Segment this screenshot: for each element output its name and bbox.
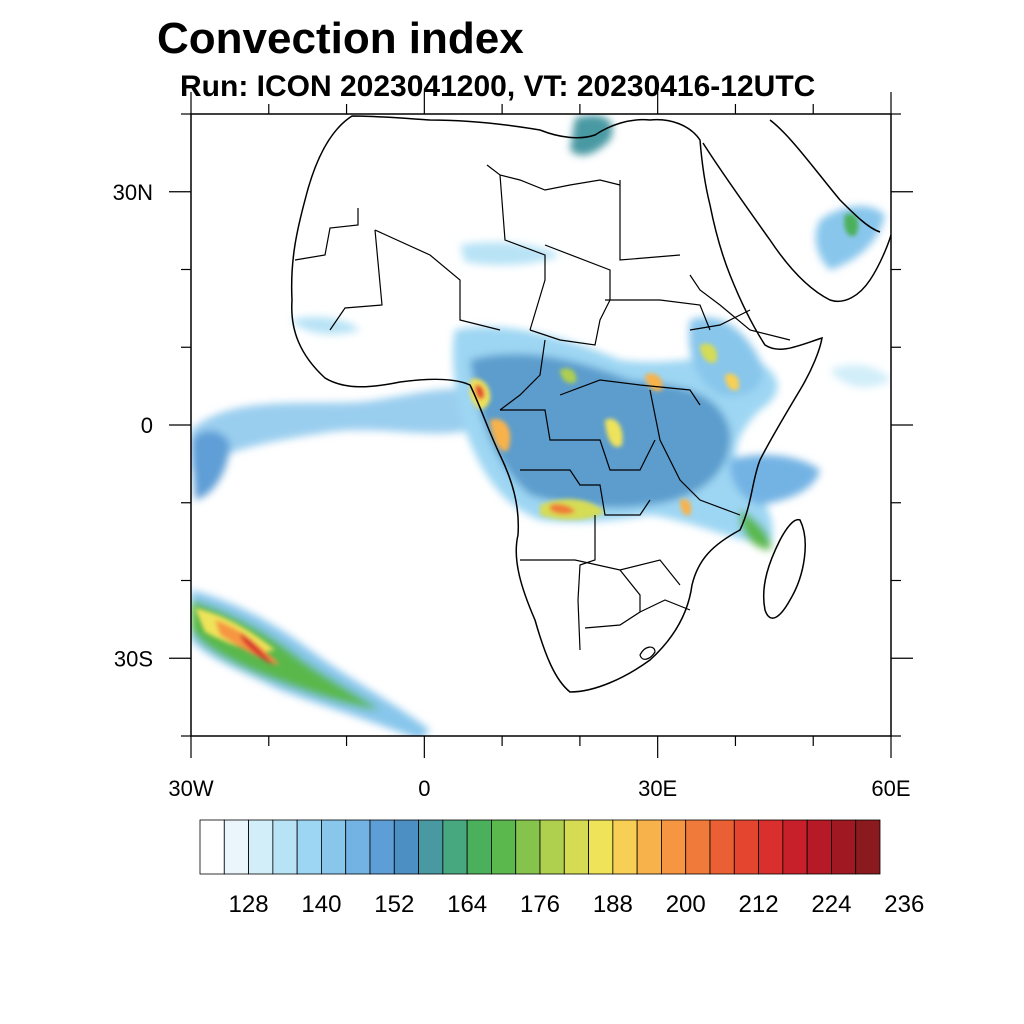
colorbar-label: 128 <box>229 891 269 918</box>
colorbar-swatch <box>248 819 274 875</box>
lon-tick-label: 30E <box>638 776 677 801</box>
colorbar-label: 176 <box>520 891 560 918</box>
colorbar-swatch <box>321 819 347 875</box>
axis-ticks <box>169 92 913 758</box>
colorbar-swatch <box>418 819 444 875</box>
colorbar-swatch <box>806 819 832 875</box>
colorbar-swatch <box>733 819 759 875</box>
country-borders <box>294 164 791 660</box>
axis-labels: 30W 0 30E 60E 30N 0 30S <box>113 180 911 801</box>
colorbar-swatch <box>272 819 298 875</box>
colorbar-swatch <box>515 819 541 875</box>
colorbar-swatch <box>612 819 638 875</box>
colorbar-label: 200 <box>666 891 706 918</box>
lon-tick-label: 30W <box>168 776 213 801</box>
coastlines <box>290 115 891 693</box>
lat-tick-label: 30S <box>114 646 153 671</box>
colorbar-swatch <box>369 819 395 875</box>
colorbar-swatch <box>685 819 711 875</box>
colorbar-label: 212 <box>739 891 779 918</box>
colorbar <box>199 819 881 875</box>
colorbar-swatch <box>709 819 735 875</box>
colorbar-swatch <box>782 819 808 875</box>
colorbar-swatch <box>345 819 371 875</box>
colorbar-swatch <box>442 819 468 875</box>
colorbar-label: 140 <box>301 891 341 918</box>
lat-tick-label: 0 <box>141 413 153 438</box>
colorbar-label: 236 <box>884 891 924 918</box>
colorbar-swatch <box>758 819 784 875</box>
chart-subtitle: Run: ICON 2023041200, VT: 20230416-12UTC <box>180 70 816 103</box>
colorbar-swatch <box>831 819 857 875</box>
lon-tick-label: 0 <box>418 776 430 801</box>
convection-field <box>191 114 891 736</box>
colorbar-swatch <box>588 819 614 875</box>
lat-tick-label: 30N <box>113 180 153 205</box>
colorbar-label: 152 <box>374 891 414 918</box>
lon-tick-label: 60E <box>871 776 910 801</box>
chart-title: Convection index <box>157 14 524 63</box>
colorbar-swatch <box>466 819 492 875</box>
colorbar-swatch <box>563 819 589 875</box>
colorbar-swatch <box>223 819 249 875</box>
colorbar-swatch <box>636 819 662 875</box>
colorbar-swatch <box>199 819 225 875</box>
colorbar-swatch <box>296 819 322 875</box>
colorbar-swatch <box>491 819 517 875</box>
colorbar-label: 188 <box>593 891 633 918</box>
colorbar-label: 224 <box>811 891 851 918</box>
colorbar-label: 164 <box>447 891 487 918</box>
colorbar-swatch <box>393 819 419 875</box>
colorbar-swatch <box>539 819 565 875</box>
colorbar-swatch <box>661 819 687 875</box>
colorbar-swatch <box>855 819 881 875</box>
colorbar-labels: 128 140 152 164 176 188 200 212 224 236 <box>229 891 925 918</box>
